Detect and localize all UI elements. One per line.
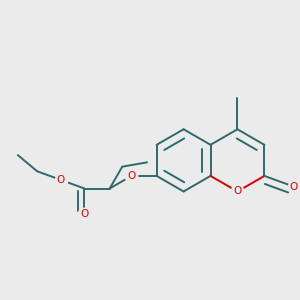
Text: O: O [80,209,88,219]
Text: O: O [57,175,65,185]
Text: O: O [233,187,242,196]
Text: O: O [290,182,298,192]
Text: O: O [127,171,136,181]
